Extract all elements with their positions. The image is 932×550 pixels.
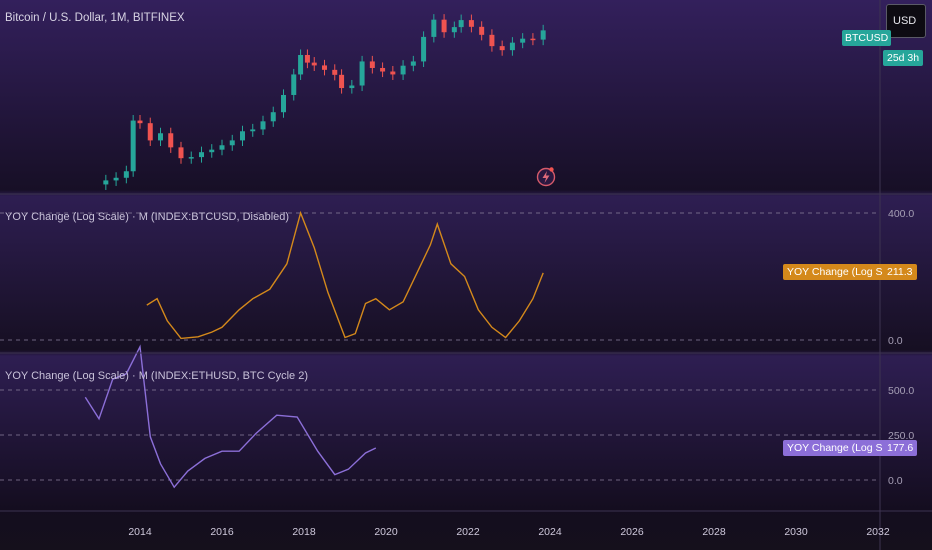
lightning-event-icon[interactable]	[536, 167, 556, 187]
candle-body	[298, 54, 304, 75]
candle-body	[158, 133, 163, 141]
candle-body	[540, 30, 546, 40]
candle-body	[260, 121, 266, 130]
candle-body	[530, 38, 536, 41]
eth-yoy-line	[84, 344, 377, 489]
candle-body	[339, 74, 345, 89]
candle-body	[137, 120, 143, 124]
x-tick-label: 2018	[292, 526, 316, 538]
candle-body	[431, 19, 437, 37]
candle-body	[390, 71, 396, 75]
candle-body	[291, 74, 297, 95]
candle-body	[349, 85, 355, 89]
candle-body	[441, 19, 447, 33]
gridlines	[0, 212, 880, 481]
candle-body	[520, 38, 526, 43]
candle-body	[468, 20, 474, 27]
candle-body	[332, 69, 338, 75]
indicator-1-value-badge: 211.3	[883, 264, 917, 280]
candle-body	[123, 171, 129, 178]
candle-body	[130, 120, 136, 172]
btc-yoy-line	[146, 210, 544, 340]
indicator-1-label-badge: YOY Change (Log Scale)	[783, 264, 910, 280]
candle-body	[103, 180, 109, 185]
candle-body	[410, 61, 416, 66]
candle-body	[219, 145, 225, 150]
candle-body	[178, 147, 184, 159]
candle-body	[380, 67, 386, 72]
candle-body	[359, 61, 365, 86]
indicator-2-title[interactable]: YOY Change (Log Scale) · M (INDEX:ETHUSD…	[5, 370, 308, 382]
candle-body	[489, 34, 495, 47]
candle-body	[458, 20, 464, 28]
symbol-title[interactable]: Bitcoin / U.S. Dollar, 1M, BITFINEX	[5, 12, 185, 24]
y-tick-label: 250.0	[888, 430, 914, 442]
x-tick-label: 2016	[210, 526, 234, 538]
candle-body	[400, 65, 406, 75]
x-tick-label: 2026	[620, 526, 644, 538]
indicator-2-label-badge: YOY Change (Log Scale)	[783, 440, 910, 456]
indicator-1-title[interactable]: YOY Change (Log Scale) · M (INDEX:BTCUSD…	[5, 211, 290, 223]
candle-body	[229, 140, 235, 146]
y-tick-label: 400.0	[888, 208, 914, 220]
x-axis-ticks: 2014 2016 2018 2020 2022 2024 2026 2028 2030 2032	[128, 526, 890, 538]
candle-body	[281, 94, 286, 113]
x-tick-label: 2032	[866, 526, 890, 538]
candle-body	[421, 36, 427, 62]
price-candles	[103, 14, 546, 190]
candle-body	[240, 131, 245, 141]
y-tick-label: 0.0	[888, 335, 903, 347]
indicator-2-value-badge: 177.6	[883, 440, 918, 456]
x-tick-label: 2028	[702, 526, 726, 538]
candle-body	[311, 62, 317, 66]
candle-body	[250, 129, 256, 132]
candle-body	[199, 152, 204, 158]
candle-body	[499, 46, 505, 51]
x-tick-label: 2024	[538, 526, 562, 538]
candle-body	[369, 61, 375, 68]
candle-body	[168, 133, 174, 148]
y-tick-label: 0.0	[888, 475, 903, 487]
candle-body	[304, 54, 310, 63]
price-symbol-badge: BTCUSD	[842, 30, 892, 46]
candle-body	[113, 177, 119, 181]
candle-body	[209, 149, 215, 153]
countdown-badge: 25d 3h	[883, 50, 924, 66]
x-tick-label: 2020	[374, 526, 398, 538]
x-tick-label: 2022	[456, 526, 480, 538]
candle-body	[270, 112, 276, 122]
candle-body	[479, 26, 485, 35]
currency-button[interactable]: USD	[886, 4, 926, 38]
y-axis-ticks: 400.0 0.0 500.0 250.0 0.0	[888, 208, 914, 487]
x-tick-label: 2014	[128, 526, 152, 538]
candle-body	[188, 157, 194, 159]
x-tick-label: 2030	[784, 526, 808, 538]
candle-body	[147, 123, 153, 141]
candle-body	[322, 65, 327, 70]
y-tick-label: 500.0	[888, 385, 914, 397]
candle-body	[509, 42, 515, 51]
candle-body	[451, 27, 457, 33]
